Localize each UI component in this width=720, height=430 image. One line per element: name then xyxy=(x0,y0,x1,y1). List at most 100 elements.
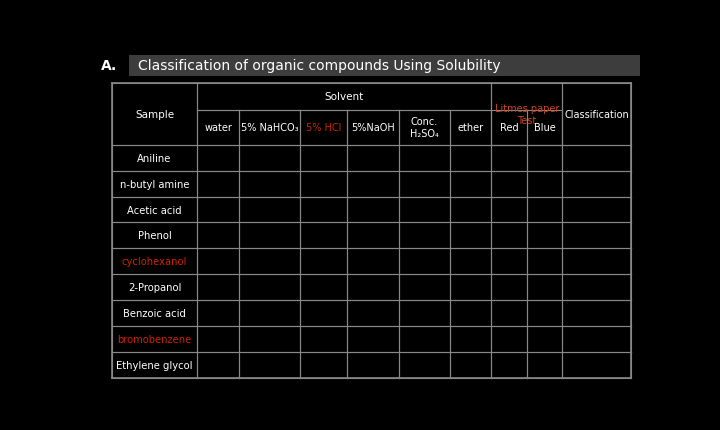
Bar xyxy=(450,275,492,301)
Bar xyxy=(112,249,197,275)
Bar xyxy=(347,111,399,145)
Bar xyxy=(492,197,527,223)
Bar xyxy=(347,171,399,197)
Bar xyxy=(112,352,197,378)
Bar xyxy=(347,223,399,249)
Bar xyxy=(300,223,347,249)
Bar xyxy=(527,171,562,197)
Bar xyxy=(129,55,640,77)
Bar xyxy=(238,145,300,171)
Text: Benzoic acid: Benzoic acid xyxy=(123,308,186,319)
Bar xyxy=(527,301,562,326)
Text: Litmes paper
Test: Litmes paper Test xyxy=(495,104,559,126)
Bar xyxy=(492,171,527,197)
Bar xyxy=(492,352,527,378)
Bar xyxy=(450,197,492,223)
Text: Blue: Blue xyxy=(534,123,555,133)
Bar xyxy=(399,111,450,145)
Text: 2-Propanol: 2-Propanol xyxy=(128,283,181,292)
Bar xyxy=(399,145,450,171)
Bar xyxy=(347,301,399,326)
Bar xyxy=(562,352,631,378)
Bar xyxy=(197,111,238,145)
Bar xyxy=(300,249,347,275)
Bar xyxy=(197,301,238,326)
Bar xyxy=(238,171,300,197)
Text: 5% NaHCO₃: 5% NaHCO₃ xyxy=(240,123,298,133)
Bar xyxy=(197,249,238,275)
Bar xyxy=(527,249,562,275)
Bar xyxy=(238,249,300,275)
Bar xyxy=(112,223,197,249)
Text: Solvent: Solvent xyxy=(325,92,364,102)
Bar xyxy=(492,145,527,171)
Bar xyxy=(300,352,347,378)
Bar xyxy=(492,111,527,145)
Text: 5% HCl: 5% HCl xyxy=(306,123,341,133)
Text: 5%NaOH: 5%NaOH xyxy=(351,123,395,133)
Bar xyxy=(238,352,300,378)
Bar xyxy=(450,171,492,197)
Bar xyxy=(492,249,527,275)
Text: cyclohexanol: cyclohexanol xyxy=(122,257,187,267)
Text: Acetic acid: Acetic acid xyxy=(127,205,182,215)
Text: ether: ether xyxy=(458,123,484,133)
Bar xyxy=(238,223,300,249)
Bar xyxy=(399,301,450,326)
Bar xyxy=(300,275,347,301)
Bar xyxy=(492,275,527,301)
Bar xyxy=(112,301,197,326)
Bar xyxy=(300,171,347,197)
Bar xyxy=(450,301,492,326)
Bar xyxy=(562,145,631,171)
Bar xyxy=(527,326,562,352)
Text: bromobenzene: bromobenzene xyxy=(117,334,192,344)
Text: Red: Red xyxy=(500,123,518,133)
Bar xyxy=(112,326,197,352)
Text: Sample: Sample xyxy=(135,110,174,120)
Bar xyxy=(112,145,197,171)
Bar xyxy=(399,171,450,197)
Bar xyxy=(238,326,300,352)
Bar xyxy=(197,197,238,223)
Bar xyxy=(527,111,562,145)
Bar xyxy=(300,197,347,223)
Bar xyxy=(197,326,238,352)
Bar xyxy=(492,326,527,352)
Bar xyxy=(238,275,300,301)
Bar xyxy=(347,197,399,223)
Bar xyxy=(562,249,631,275)
Bar xyxy=(347,326,399,352)
Bar xyxy=(450,145,492,171)
Bar xyxy=(450,249,492,275)
Bar xyxy=(562,223,631,249)
Bar xyxy=(347,352,399,378)
Bar xyxy=(527,145,562,171)
Bar xyxy=(347,275,399,301)
Bar xyxy=(197,223,238,249)
Bar xyxy=(562,326,631,352)
Bar xyxy=(300,326,347,352)
Bar xyxy=(562,197,631,223)
Bar xyxy=(527,223,562,249)
Text: Aniline: Aniline xyxy=(138,154,172,163)
Bar xyxy=(492,223,527,249)
Bar xyxy=(347,249,399,275)
Bar xyxy=(197,84,492,111)
Bar xyxy=(527,352,562,378)
Bar xyxy=(112,171,197,197)
Text: Phenol: Phenol xyxy=(138,231,171,241)
Text: Classification of organic compounds Using Solubility: Classification of organic compounds Usin… xyxy=(138,59,500,73)
Bar xyxy=(562,84,631,145)
Bar xyxy=(450,111,492,145)
Bar xyxy=(450,352,492,378)
Bar xyxy=(112,84,197,145)
Bar xyxy=(399,249,450,275)
Bar xyxy=(112,275,197,301)
Text: water: water xyxy=(204,123,232,133)
Text: A.: A. xyxy=(101,59,117,73)
Bar xyxy=(450,223,492,249)
Bar xyxy=(197,145,238,171)
Bar xyxy=(492,301,527,326)
Bar xyxy=(347,145,399,171)
